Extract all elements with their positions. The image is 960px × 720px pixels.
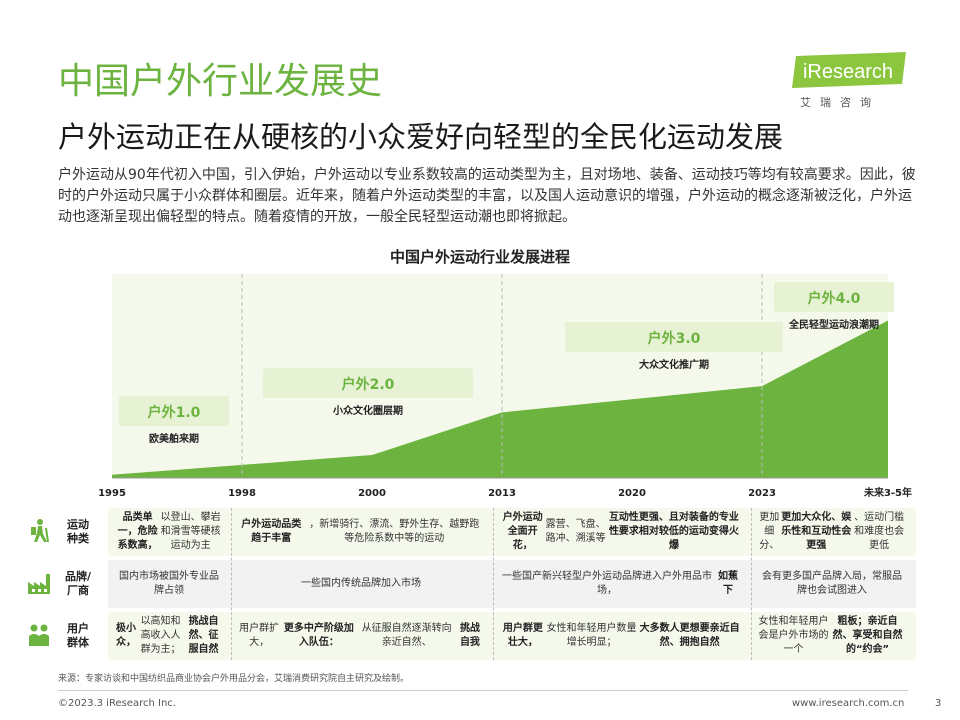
development-area-chart: 1995 1998 2000 2013 2020 2023 未来3-5年 户外1.0 欧美舶来期… [98,274,912,499]
x-tick-label: 1995 [98,488,126,499]
phase-name: 户外4.0 [808,290,861,307]
hiker-icon [26,518,56,548]
page-number: 3 [935,698,942,709]
iresearch-logo: iResearch [792,52,906,88]
phase-name: 户外2.0 [342,376,395,393]
x-tick-label: 2023 [748,488,776,499]
source-note: 来源：专家访谈和中国纺织品商业协会户外用品分会，艾瑞消费研究院自主研究及绘制。 [58,674,410,684]
table-row-label: 用户 群体 [67,622,89,649]
phase-name: 户外3.0 [648,330,701,347]
table-cell: 品类单一，危险系数高， 以登山、攀岩和滑雪等硬核运动为主 [117,512,221,551]
x-tick-label: 2000 [358,488,386,499]
copyright: ©2023.3 iResearch Inc. [58,698,176,709]
table-row-label: 品牌/ 厂商 [64,570,92,597]
chart-title: 中国户外运动行业发展进程 [389,248,570,266]
phase-desc: 大众文化推广期 [639,358,709,371]
footer-divider [58,690,908,691]
phase-desc: 全民轻型运动浪潮期 [788,318,879,331]
phase-box [119,396,229,426]
phase-desc: 欧美舶来期 [149,432,199,445]
table-cell: 更加细分、 更加大众化、娱乐性和互动性会更强 、运动门槛和难度也会更低 [759,512,905,551]
logo-cn-text: 艾瑞咨询 [800,96,880,109]
footer-url: www.iresearch.com.cn [792,698,905,709]
table-cell: 极小众， 以高知和高收入人群为主； 挑战自然、征服自然 [116,616,219,655]
page-title: 中国户外行业发展史 [58,61,383,102]
development-area [112,320,888,478]
column-divider [751,508,752,660]
table-cell: 户外运动品类趋于丰富 ，新增骑行、漂流、野外生存、越野跑等危险系数中等的运动 [241,519,480,544]
table-row-band [108,560,916,608]
x-tick-label: 2013 [488,488,516,499]
table-row-band [108,508,916,556]
phase-box [774,282,894,312]
phase-box [565,322,783,352]
page-subtitle: 户外运动正在从硬核的小众爱好向轻型的全民化运动发展 [58,120,784,154]
svg-text:iResearch: iResearch [803,61,893,83]
table-row-band [108,612,916,660]
table-cell: 用户群扩大， 更多中产阶级加入队伍： 从征服自然逐渐转向亲近自然、 挑战自我 [239,623,480,648]
table-row-label: 运动 种类 [67,518,89,545]
phase-desc: 小众文化圈层期 [332,404,403,417]
table-cell: 女性和年轻用户会是户外市场的一个 粗板；亲近自然、享受和自然的“约会” [758,616,903,655]
column-divider [493,508,494,660]
people-icon [26,622,56,652]
factory-icon [26,570,56,600]
x-tick-label: 1998 [228,488,256,499]
table-cell: 国内市场被国外专业品牌占领 [119,571,219,596]
table-cell: 一些国内传统品牌加入市场 [301,578,421,589]
table-cell: 一些国产新兴轻型户外运动品牌进入户外用品市场， 如蕉下 [502,571,739,596]
table-cell: 用户群更壮大， 女性和年轻用户数量增长明显； 大多数人更想要亲近自然、拥抱自然 [502,623,740,648]
table-cell: 户外运动全面开花， 露营、飞盘、路冲、溯溪等 互动性更强、且对装备的专业性要求相对较… [502,512,739,551]
phase-name: 户外1.0 [148,404,201,421]
table-cell: 会有更多国产品牌入局，常服品牌也会试图进入 [762,571,902,596]
x-tick-label: 未来3-5年 [863,486,912,499]
intro-paragraph: 户外运动从90年代初入中国，引入伊始，户外运动以专业系数较高的运动类型为主，且对… [58,167,916,225]
column-divider [231,508,232,660]
x-tick-label: 2020 [618,488,646,499]
phase-box [263,368,473,398]
